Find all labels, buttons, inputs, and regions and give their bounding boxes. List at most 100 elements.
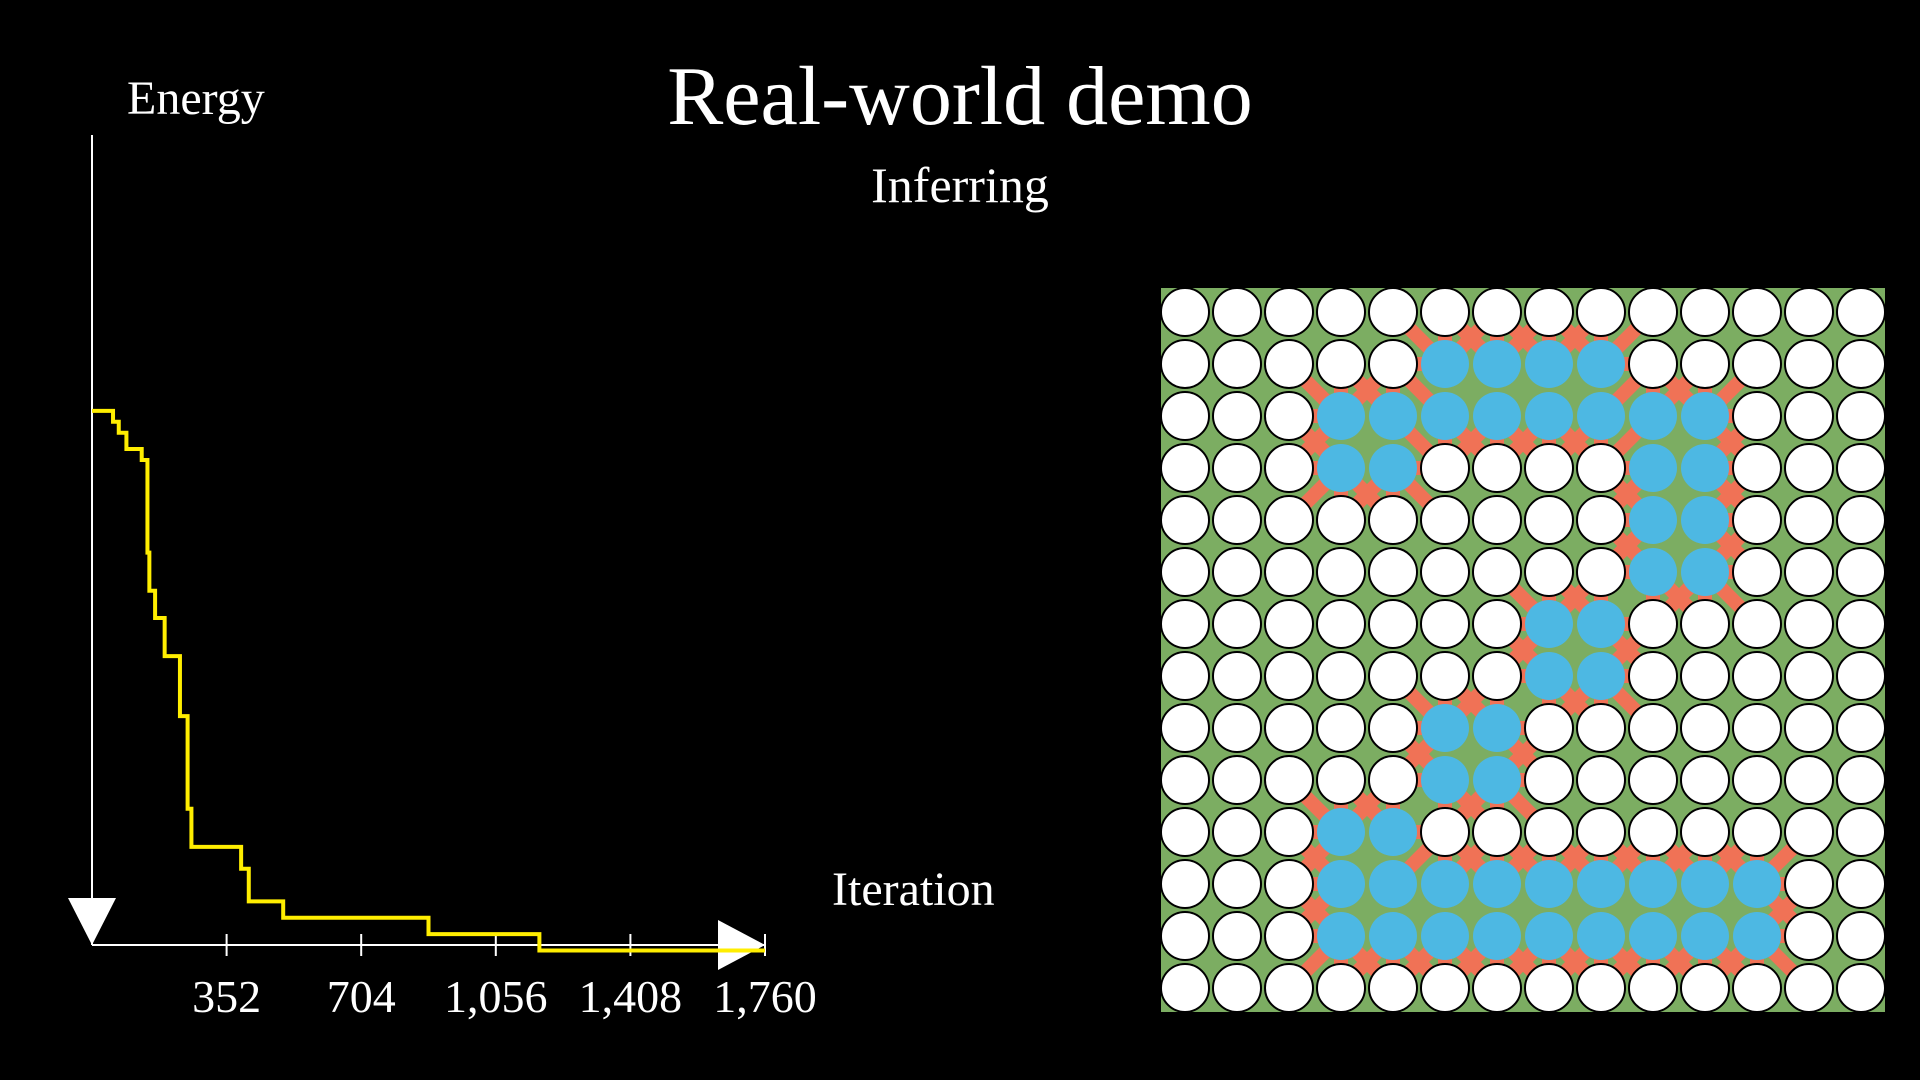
neuron-off: [1680, 651, 1730, 701]
neuron-off: [1836, 287, 1886, 337]
neuron-off: [1472, 807, 1522, 857]
neuron-off: [1836, 339, 1886, 389]
neuron-off: [1264, 287, 1314, 337]
neuron-off: [1732, 339, 1782, 389]
neuron-off: [1732, 391, 1782, 441]
weight-layer: [1161, 288, 1885, 1012]
neuron-off: [1732, 443, 1782, 493]
neuron-off: [1836, 495, 1886, 545]
neuron-off: [1212, 599, 1262, 649]
neuron-off: [1732, 755, 1782, 805]
x-tick-label: 1,760: [713, 971, 817, 1022]
neuron-on: [1369, 392, 1417, 440]
neuron-off: [1264, 339, 1314, 389]
neuron-off: [1732, 703, 1782, 753]
neuron-off: [1472, 287, 1522, 337]
neuron-off: [1420, 807, 1470, 857]
neuron-off: [1368, 495, 1418, 545]
neuron-on: [1525, 340, 1573, 388]
neuron-off: [1368, 599, 1418, 649]
neuron-off: [1836, 391, 1886, 441]
x-tick-label: 1,408: [579, 971, 683, 1022]
neuron-off: [1680, 755, 1730, 805]
neuron-off: [1680, 339, 1730, 389]
neuron-off: [1576, 755, 1626, 805]
neuron-off: [1316, 703, 1366, 753]
neuron-off: [1472, 495, 1522, 545]
neuron-off: [1680, 287, 1730, 337]
neuron-off: [1160, 339, 1210, 389]
neuron-off: [1524, 547, 1574, 597]
neuron-on: [1421, 340, 1469, 388]
neuron-on: [1577, 340, 1625, 388]
x-tick-label: 352: [192, 971, 261, 1022]
neuron-on: [1473, 340, 1521, 388]
neuron-off: [1212, 339, 1262, 389]
neuron-off: [1784, 287, 1834, 337]
neuron-on: [1681, 912, 1729, 960]
neuron-off: [1628, 703, 1678, 753]
neuron-on: [1577, 600, 1625, 648]
neuron-off: [1316, 599, 1366, 649]
neuron-off: [1628, 599, 1678, 649]
neuron-off: [1784, 963, 1834, 1013]
neuron-off: [1784, 443, 1834, 493]
status-label: Inferring: [871, 157, 1049, 213]
neuron-off: [1836, 807, 1886, 857]
neuron-off: [1784, 651, 1834, 701]
neuron-off: [1160, 599, 1210, 649]
x-axis-arrow: [718, 920, 765, 970]
neuron-off: [1316, 755, 1366, 805]
neuron-on: [1525, 860, 1573, 908]
neuron-off: [1784, 807, 1834, 857]
neuron-on: [1421, 756, 1469, 804]
neuron-off: [1212, 651, 1262, 701]
neuron-on: [1629, 548, 1677, 596]
neuron-off: [1160, 547, 1210, 597]
neuron-off: [1160, 391, 1210, 441]
neuron-off: [1472, 547, 1522, 597]
neuron-off: [1836, 443, 1886, 493]
neuron-off: [1732, 495, 1782, 545]
neuron-off: [1264, 495, 1314, 545]
neuron-off: [1628, 651, 1678, 701]
neuron-off: [1212, 703, 1262, 753]
x-tick-label: 1,056: [444, 971, 548, 1022]
neuron-off: [1160, 859, 1210, 909]
neuron-on: [1577, 392, 1625, 440]
neuron-off: [1368, 339, 1418, 389]
neuron-off: [1784, 703, 1834, 753]
neuron-off: [1784, 911, 1834, 961]
page-title: Real-world demo: [667, 50, 1253, 143]
neuron-off: [1420, 651, 1470, 701]
neuron-off: [1160, 807, 1210, 857]
neuron-on: [1473, 392, 1521, 440]
neuron-off: [1420, 287, 1470, 337]
neuron-off: [1576, 703, 1626, 753]
neuron-off: [1836, 651, 1886, 701]
neuron-off: [1212, 495, 1262, 545]
neuron-off: [1160, 963, 1210, 1013]
neuron-on: [1629, 392, 1677, 440]
neuron-off: [1628, 287, 1678, 337]
neuron-off: [1472, 599, 1522, 649]
neuron-off: [1212, 859, 1262, 909]
neuron-off: [1212, 443, 1262, 493]
neuron-off: [1264, 443, 1314, 493]
neuron-off: [1212, 755, 1262, 805]
neuron-off: [1212, 391, 1262, 441]
neuron-on: [1317, 392, 1365, 440]
neuron-off: [1420, 963, 1470, 1013]
neuron-off: [1420, 495, 1470, 545]
neuron-off: [1524, 963, 1574, 1013]
neuron-on: [1733, 912, 1781, 960]
neuron-on: [1473, 704, 1521, 752]
neuron-on: [1369, 808, 1417, 856]
neuron-off: [1160, 651, 1210, 701]
neuron-off: [1160, 911, 1210, 961]
neuron-on: [1525, 392, 1573, 440]
neuron-off: [1368, 287, 1418, 337]
neuron-off: [1316, 547, 1366, 597]
neuron-on: [1525, 912, 1573, 960]
